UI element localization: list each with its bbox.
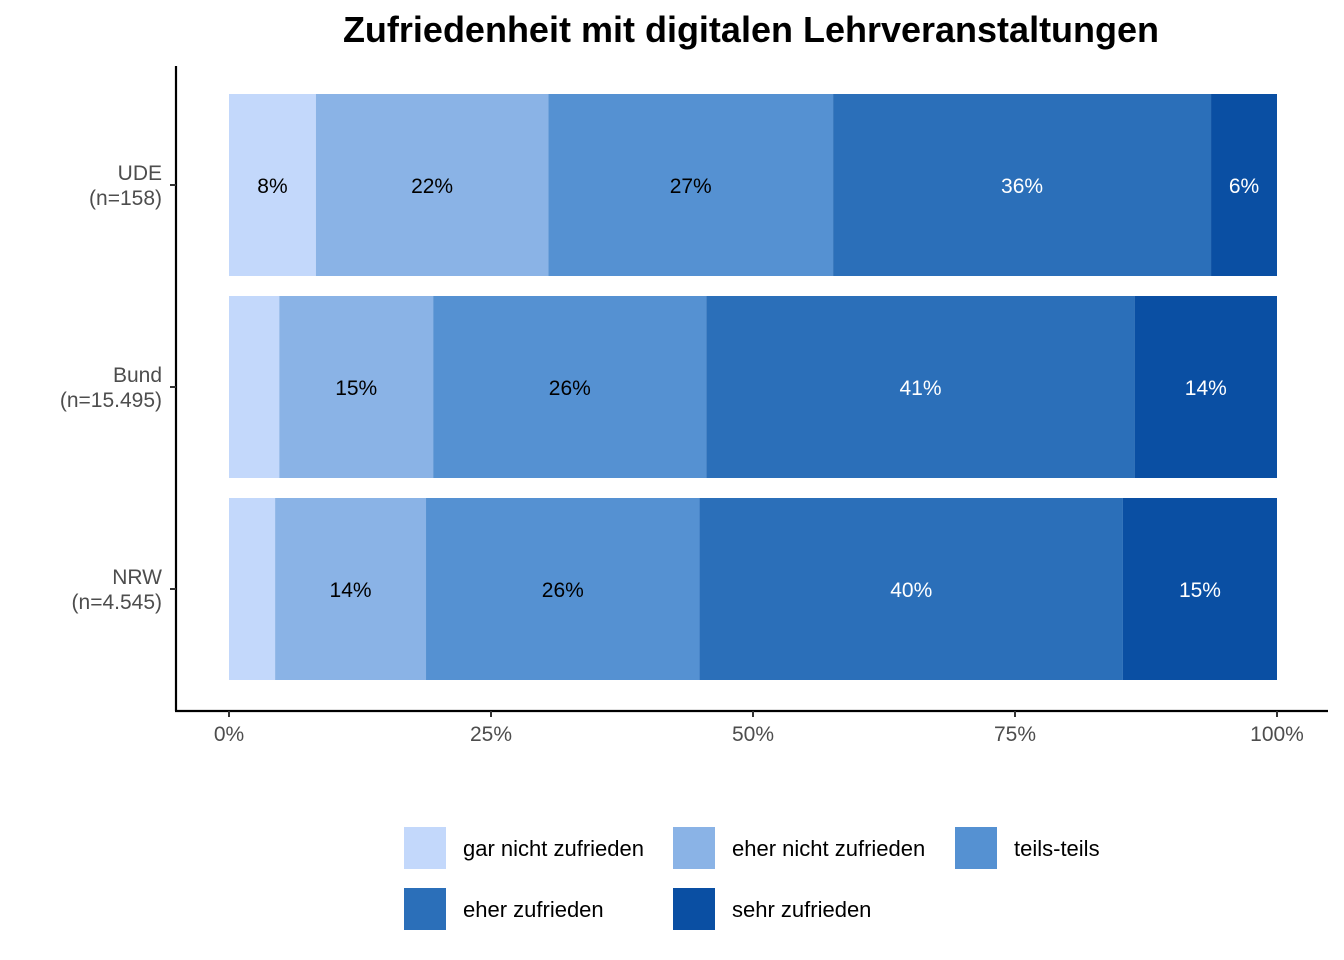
bar-segment (548, 94, 834, 276)
legend-key (955, 827, 997, 869)
bar-segment (1134, 296, 1277, 478)
legend-key (404, 888, 446, 930)
chart-title: Zufriedenheit mit digitalen Lehrveransta… (343, 9, 1159, 50)
axes-layer: UDE(n=158) Bund(n=15.495) NRW(n=4.545) 0% 25… (60, 66, 1328, 746)
legend-label: eher zufrieden (463, 897, 604, 922)
data-label: 14% (1185, 377, 1227, 400)
bar-segment (1122, 498, 1277, 680)
bar-segment (229, 296, 280, 478)
x-tick-label: 75% (994, 723, 1036, 746)
bar-segment (229, 94, 316, 276)
category-label: UDE (118, 162, 162, 185)
bar-segment (1211, 94, 1277, 276)
legend-key (673, 827, 715, 869)
bar-segment (279, 296, 434, 478)
data-label: 6% (1229, 175, 1259, 198)
category-sublabel: (n=4.545) (72, 591, 162, 614)
bar-segment (433, 296, 707, 478)
bar-segment (706, 296, 1135, 478)
data-label: 14% (330, 579, 372, 602)
x-tick-label: 100% (1250, 723, 1304, 746)
x-tick-label: 50% (732, 723, 774, 746)
data-labels-layer: 8% 22% 27% 36% 6% 15% 26% 41% 14% 14% 26% 40% 15% (257, 175, 1259, 602)
data-label: 8% (257, 175, 287, 198)
legend-label: eher nicht zufrieden (732, 836, 925, 861)
bar-segment (275, 498, 427, 680)
x-tick-label: 0% (214, 723, 244, 746)
data-label: 22% (411, 175, 453, 198)
category-sublabel: (n=158) (89, 187, 162, 210)
data-label: 26% (549, 377, 591, 400)
data-label: 27% (670, 175, 712, 198)
category-sublabel: (n=15.495) (60, 389, 162, 412)
legend-key (673, 888, 715, 930)
legend-label: sehr zufrieden (732, 897, 871, 922)
data-label: 41% (899, 377, 941, 400)
data-label: 15% (335, 377, 377, 400)
legend: gar nicht zufrieden eher nicht zufrieden t… (404, 827, 1100, 930)
category-label: Bund (113, 364, 162, 387)
bar-segment (229, 498, 276, 680)
bar-segment (833, 94, 1212, 276)
bar-segment (699, 498, 1123, 680)
bar-segment (426, 498, 700, 680)
data-label: 36% (1001, 175, 1043, 198)
legend-label: gar nicht zufrieden (463, 836, 644, 861)
bar-segment (315, 94, 549, 276)
data-label: 15% (1179, 579, 1221, 602)
data-label: 26% (542, 579, 584, 602)
category-label: NRW (112, 566, 162, 589)
legend-label: teils-teils (1014, 836, 1100, 861)
x-tick-label: 25% (470, 723, 512, 746)
bars-layer (229, 94, 1277, 680)
legend-key (404, 827, 446, 869)
data-label: 40% (890, 579, 932, 602)
